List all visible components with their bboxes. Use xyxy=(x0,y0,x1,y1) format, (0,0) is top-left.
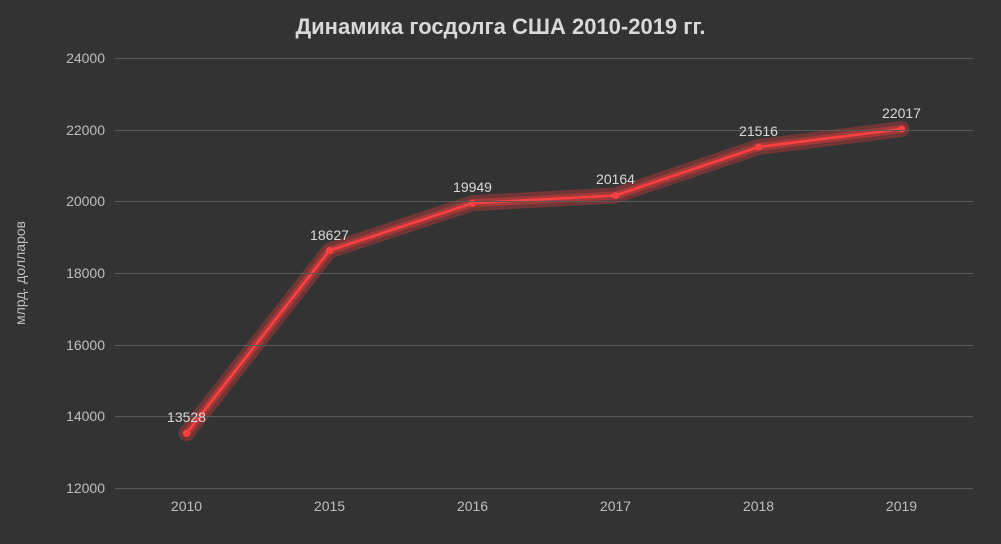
line-path xyxy=(187,129,902,433)
plot-area: 13528 18627 19949 20164 21516 22017 xyxy=(115,58,973,488)
x-tick-label: 2018 xyxy=(743,498,774,514)
y-axis-label: млрд. долларов xyxy=(12,221,28,325)
x-tick-label: 2010 xyxy=(171,498,202,514)
gridline xyxy=(115,416,973,417)
y-tick-label: 22000 xyxy=(55,122,105,138)
data-marker xyxy=(326,247,333,254)
gridline xyxy=(115,273,973,274)
data-marker xyxy=(755,144,762,151)
y-tick-label: 16000 xyxy=(55,337,105,353)
gridline xyxy=(115,488,973,489)
data-label: 22017 xyxy=(882,105,921,121)
y-tick-label: 20000 xyxy=(55,193,105,209)
y-tick-label: 12000 xyxy=(55,480,105,496)
x-tick-label: 2016 xyxy=(457,498,488,514)
data-label: 20164 xyxy=(596,171,635,187)
x-tick-label: 2015 xyxy=(314,498,345,514)
line-glow xyxy=(187,129,902,433)
x-tick-label: 2019 xyxy=(886,498,917,514)
data-label: 19949 xyxy=(453,179,492,195)
gridline xyxy=(115,58,973,59)
data-label: 18627 xyxy=(310,227,349,243)
gridline xyxy=(115,201,973,202)
x-tick-label: 2017 xyxy=(600,498,631,514)
data-marker xyxy=(183,430,190,437)
y-tick-label: 18000 xyxy=(55,265,105,281)
chart-title: Динамика госдолга США 2010-2019 гг. xyxy=(0,14,1001,40)
data-label: 13528 xyxy=(167,409,206,425)
data-label: 21516 xyxy=(739,123,778,139)
gridline xyxy=(115,130,973,131)
gridline xyxy=(115,345,973,346)
chart-frame: Динамика госдолга США 2010-2019 гг. млрд… xyxy=(0,0,1001,544)
y-tick-label: 14000 xyxy=(55,408,105,424)
data-marker xyxy=(612,192,619,199)
y-tick-label: 24000 xyxy=(55,50,105,66)
line-glow-inner xyxy=(187,129,902,433)
